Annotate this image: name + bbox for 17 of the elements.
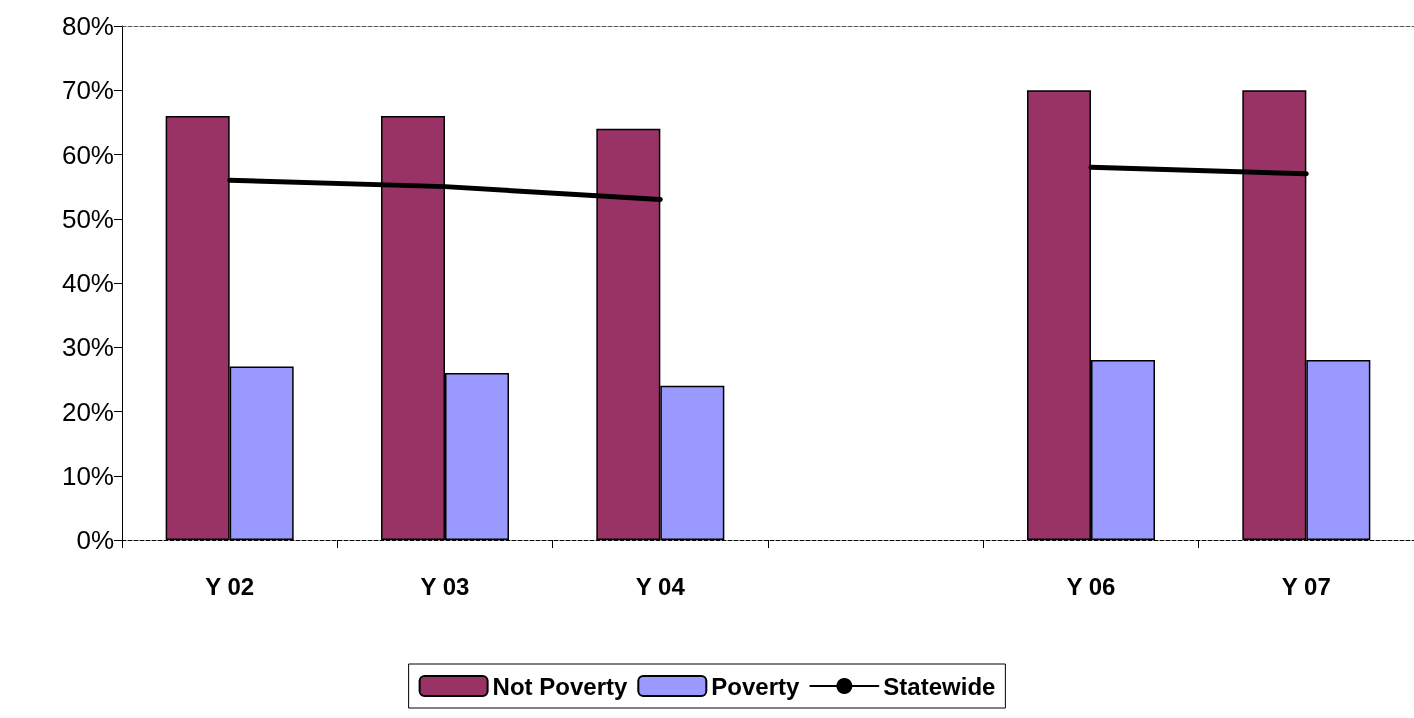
y-tick-label: 70%: [61, 75, 114, 106]
y-tick-label: 80%: [61, 11, 114, 41]
x-tick-label: Y 07: [1281, 572, 1331, 600]
x-tick-label: Y 03: [420, 572, 470, 600]
y-tick-label: 20%: [61, 396, 114, 427]
y-tick-label: 60%: [61, 139, 114, 170]
y-tick-label: 40%: [61, 268, 114, 298]
y-tick-label: 30%: [61, 332, 114, 363]
legend-label: Poverty: [711, 672, 801, 700]
legend-label: Statewide: [883, 672, 996, 700]
legend-label: Not Poverty: [492, 672, 628, 700]
y-tick-label: 0%: [76, 525, 114, 555]
x-tick-label: Y 02: [205, 572, 255, 600]
y-tick-label: 10%: [61, 460, 114, 491]
x-tick-label: Y 04: [635, 572, 686, 600]
y-tick-label: 50%: [61, 203, 114, 234]
x-tick-label: Y 06: [1066, 572, 1116, 600]
